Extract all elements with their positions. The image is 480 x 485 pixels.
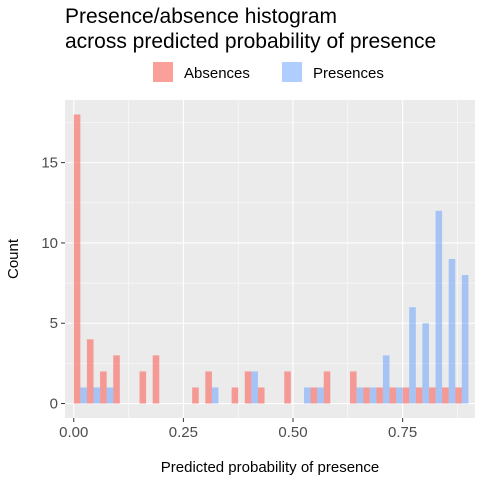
bar-absences — [257, 387, 265, 404]
bar-presences — [396, 387, 403, 404]
legend: Absences Presences — [153, 62, 384, 82]
x-tick-label: 0.50 — [278, 424, 307, 441]
bar-absences — [152, 355, 160, 404]
bar-presences — [369, 387, 377, 404]
bar-absences — [73, 114, 81, 404]
legend-label-absences: Absences — [184, 65, 250, 82]
bar-absences — [231, 387, 239, 404]
bar-absences — [363, 387, 370, 404]
bar-presences — [317, 387, 324, 404]
bar-presences — [106, 387, 114, 404]
gridlines — [65, 100, 475, 418]
bar-absences — [113, 355, 120, 404]
legend-label-presences: Presences — [313, 65, 384, 82]
plot-panel — [65, 100, 475, 418]
bar-presences — [382, 355, 390, 404]
axes: 0.00 0.25 0.50 0.75 0 5 10 15 — [41, 155, 417, 441]
y-tick-label: 0 — [50, 396, 58, 413]
chart-title-line-1: Presence/absence histogram — [65, 5, 337, 28]
chart-title-line-2: across predicted probability of presence — [65, 30, 436, 53]
bar-absences — [86, 339, 94, 404]
bar-presences — [461, 275, 469, 404]
x-tick-label: 0.00 — [59, 424, 88, 441]
bar-absences — [205, 371, 212, 404]
legend-key-absences — [153, 62, 173, 82]
bar-absences — [442, 387, 449, 404]
bar-absences — [310, 387, 318, 404]
bar-absences — [402, 387, 410, 404]
bar-absences — [415, 387, 423, 404]
bar-presences — [80, 387, 87, 404]
bar-absences — [323, 371, 331, 404]
bar-absences — [139, 371, 147, 404]
x-tick-label: 0.75 — [388, 424, 417, 441]
y-axis-title: Count — [5, 238, 22, 279]
bars — [73, 114, 469, 404]
bar-presences — [435, 210, 443, 404]
y-tick-label: 10 — [41, 235, 58, 252]
bar-presences — [93, 387, 101, 404]
bar-absences — [100, 371, 107, 404]
bar-absences — [284, 371, 291, 404]
bar-presences — [409, 307, 416, 404]
bar-presences — [303, 387, 311, 404]
y-tick-label: 5 — [50, 315, 58, 332]
legend-key-presences — [282, 62, 302, 82]
bar-absences — [376, 387, 383, 404]
bar-presences — [251, 371, 258, 404]
bar-presences — [448, 259, 456, 404]
bar-absences — [428, 387, 436, 404]
bar-absences — [455, 387, 462, 404]
x-axis-title: Predicted probability of presence — [161, 459, 379, 476]
bar-absences — [244, 371, 252, 404]
x-tick-label: 0.25 — [169, 424, 198, 441]
bar-absences — [192, 387, 199, 404]
bar-presences — [356, 387, 364, 404]
bar-absences — [350, 371, 357, 404]
y-tick-label: 15 — [41, 155, 58, 172]
bar-presences — [211, 387, 219, 404]
bar-absences — [389, 387, 397, 404]
bar-presences — [422, 323, 429, 404]
